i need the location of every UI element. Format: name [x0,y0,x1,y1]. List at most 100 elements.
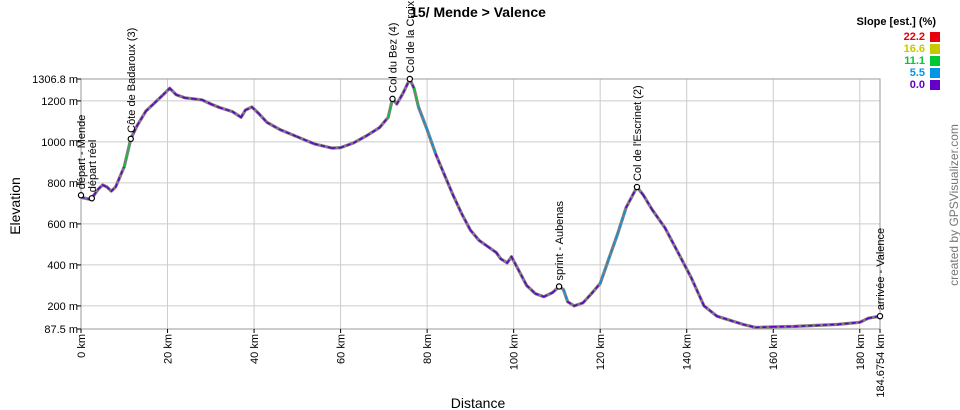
slope-segment [499,257,508,264]
slope-segment [815,323,839,327]
slope-segment [742,323,757,329]
legend-item-label: 5.5 [910,67,925,79]
slope-segment [543,291,554,298]
slope-segment [469,229,480,242]
x-tick-label: 60 km [336,334,348,364]
waypoint-label: Col du Bez (4) [388,23,400,93]
elevation-line [80,77,881,330]
slope-segment [352,134,368,144]
slope-segment [582,292,593,304]
y-tick-label: 1200 m [41,96,78,108]
slope-segment [251,106,260,114]
x-tick-label: 184.6754 km [875,334,887,398]
y-tick-label: 87.5 m [44,324,78,336]
slope-segment [534,292,545,298]
slope-segment [486,245,498,254]
slope-segment [192,98,203,101]
slope-segment [136,110,147,127]
legend-swatch [930,44,940,54]
y-axis-ticks: 87.5 m 200 m 400 m 600 m 800 m 1000 m 1200 m 13… [32,74,81,336]
slope-segment [106,186,113,192]
slope-segment [495,251,502,260]
slope-segment [145,102,156,112]
slope-segment [510,255,519,270]
legend-item-label: 22.2 [904,31,925,43]
waypoint-label: Côte de Badaroux (3) [126,28,138,133]
x-axis-label: Distance [451,395,506,410]
slope-segment [93,188,100,197]
credit-text: created by GPSVisualizer.com [947,124,960,286]
slope-segment [168,87,177,96]
waypoint-marker [876,312,884,320]
slope-segment [434,153,446,176]
waypoint-marker [389,95,396,103]
slope-segment [313,143,333,149]
waypoint-marker [88,195,96,202]
y-tick-label: 400 m [47,260,78,272]
y-tick-label: 200 m [47,301,78,313]
slope-segment [396,91,405,105]
slope-segment [153,93,165,104]
slope-segment [184,97,195,100]
slope-segment [402,78,411,94]
plot-border [80,78,881,330]
slope-segment [525,284,537,295]
legend-swatch [930,68,940,78]
slope-segment [599,257,610,285]
legend-item-label: 16.6 [904,43,925,55]
y-tick-label: 1306.8 m [32,74,78,86]
slope-segment [175,93,186,99]
y-axis-label: Elevation [7,177,23,235]
chart-title: 15/ Mende > Valence [410,4,546,20]
plot-frame [80,78,881,330]
slope-segment [339,142,355,149]
slope-segment [729,319,744,326]
slope-segment [97,184,104,190]
slope-segment [365,126,381,137]
slope-segment [677,251,692,279]
slope-segment [858,317,870,324]
legend-swatch [930,32,940,42]
slope-segment [664,227,679,254]
waypoint-marker [77,192,85,199]
legend-swatch [930,56,940,66]
slope-segment [590,282,601,295]
y-tick-label: 800 m [47,178,78,190]
slope-segment [201,99,212,105]
slope-segment [794,324,818,328]
slope-segment [755,326,775,329]
x-tick-label: 120 km [595,334,607,370]
slope-segment [837,321,861,326]
slope-segment [279,128,299,138]
elevation-profile [80,77,881,330]
waypoint-label: arrivée - Valence [875,228,887,310]
slope-segment [114,165,126,188]
slope-segment [651,208,666,229]
x-tick-label: 160 km [768,334,780,370]
slope-segment [460,212,472,231]
slope-segment [101,184,108,188]
slope-segment [266,121,281,131]
waypoint-label: départ - Mende [76,115,88,190]
slope-segment [452,194,463,215]
slope-segment [566,301,576,307]
slope-segment [506,255,513,264]
slope-segment [573,302,584,307]
legend-title: Slope [est.] (%) [857,16,937,28]
slope-segment [608,233,619,260]
slope-segment [378,116,389,129]
legend-swatch [930,80,940,90]
waypoint-marker [555,283,563,290]
slope-segment [443,173,454,197]
slope-segment [426,128,437,156]
x-tick-label: 80 km [422,334,434,364]
slope-segment [244,106,253,111]
slope-segment [123,138,132,168]
grid [80,78,881,330]
x-tick-label: 40 km [249,334,261,364]
waypoint-label: sprint - Aubenas [554,200,566,280]
slope-segment [716,315,731,322]
slope-segment [231,110,242,119]
y-tick-label: 600 m [47,219,78,231]
